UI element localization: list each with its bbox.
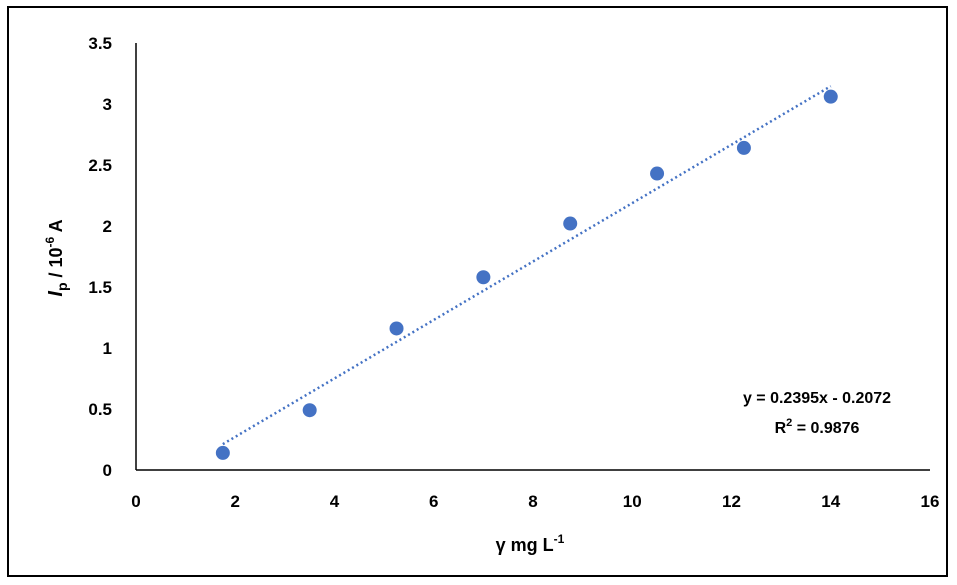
data-point: [215, 445, 230, 460]
y-tick-label: 1.5: [88, 278, 112, 297]
y-tick-label: 3: [103, 95, 112, 114]
y-tick-label: 1: [103, 339, 112, 358]
x-tick-label: 0: [131, 492, 140, 511]
chart-frame: [7, 6, 948, 577]
x-axis-ticks: 0 2 4 6 8 10 12 14 16: [131, 492, 939, 511]
y-tick-label: 3.5: [88, 34, 112, 53]
data-point: [650, 166, 665, 181]
data-points: [215, 89, 838, 460]
y-axis-ticks: 0 0.5 1 1.5 2 2.5 3 3.5: [88, 34, 112, 480]
y-tick-label: 0.5: [88, 400, 112, 419]
r-squared-label: R2 = 0.9876: [775, 417, 860, 437]
x-tick-label: 4: [330, 492, 340, 511]
x-tick-label: 6: [429, 492, 438, 511]
x-tick-label: 2: [231, 492, 240, 511]
x-tick-label: 10: [623, 492, 642, 511]
y-axis-title: Ip / 10-6 A: [43, 219, 70, 296]
trendline: [222, 85, 832, 446]
data-point: [389, 321, 404, 336]
data-point: [302, 403, 317, 418]
data-point: [563, 216, 578, 231]
trendline-equation: y = 0.2395x - 0.2072: [743, 390, 891, 407]
data-point: [476, 270, 491, 285]
data-point: [736, 140, 751, 155]
y-tick-label: 2: [103, 217, 112, 236]
y-tick-label: 2.5: [88, 156, 112, 175]
x-tick-label: 8: [528, 492, 537, 511]
y-tick-label: 0: [103, 461, 112, 480]
data-point: [823, 89, 838, 104]
x-tick-label: 16: [921, 492, 940, 511]
x-tick-label: 12: [722, 492, 741, 511]
x-tick-label: 14: [821, 492, 840, 511]
x-axis-title: γ mg L-1: [496, 532, 565, 555]
